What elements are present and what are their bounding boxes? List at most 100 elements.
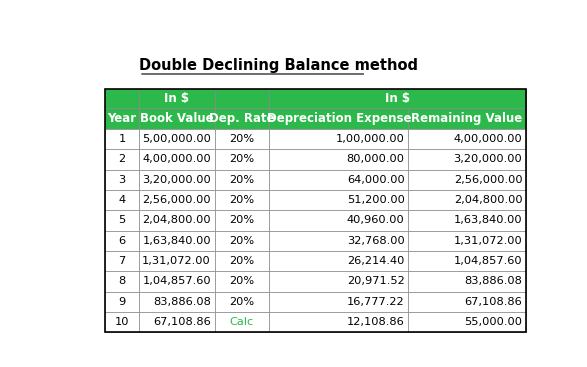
- Text: 1,04,857.60: 1,04,857.60: [454, 256, 522, 266]
- Bar: [139, 312, 215, 332]
- Bar: [139, 210, 215, 230]
- Bar: [269, 312, 408, 332]
- Bar: [215, 312, 269, 332]
- Text: 1,00,000.00: 1,00,000.00: [336, 134, 404, 144]
- Text: 10: 10: [115, 317, 129, 327]
- Text: Calc: Calc: [230, 317, 254, 327]
- Text: In $: In $: [385, 92, 410, 105]
- Text: 64,000.00: 64,000.00: [347, 175, 404, 185]
- Text: 2: 2: [119, 155, 126, 164]
- Bar: [105, 108, 139, 129]
- Text: 1,63,840.00: 1,63,840.00: [143, 236, 211, 246]
- Bar: [408, 271, 526, 292]
- Bar: [105, 170, 139, 190]
- Text: 5: 5: [119, 215, 126, 225]
- Bar: [105, 149, 139, 170]
- Text: 1: 1: [119, 134, 126, 144]
- Text: 2,56,000.00: 2,56,000.00: [143, 195, 211, 205]
- Text: 6: 6: [119, 236, 126, 246]
- Text: 40,960.00: 40,960.00: [347, 215, 404, 225]
- Text: 51,200.00: 51,200.00: [347, 195, 404, 205]
- Text: 55,000.00: 55,000.00: [464, 317, 522, 327]
- Bar: [215, 292, 269, 312]
- Bar: [408, 312, 526, 332]
- Bar: [105, 251, 139, 271]
- Text: 1,04,857.60: 1,04,857.60: [143, 276, 211, 286]
- Bar: [215, 190, 269, 210]
- Text: 3,20,000.00: 3,20,000.00: [142, 175, 211, 185]
- Bar: [105, 312, 139, 332]
- Bar: [139, 129, 215, 149]
- Bar: [408, 251, 526, 271]
- Text: 12,108.86: 12,108.86: [347, 317, 404, 327]
- Text: Year: Year: [107, 112, 137, 125]
- Bar: [105, 271, 139, 292]
- Bar: [215, 271, 269, 292]
- Text: 5,00,000.00: 5,00,000.00: [142, 134, 211, 144]
- Bar: [269, 129, 408, 149]
- Bar: [105, 230, 139, 251]
- Bar: [139, 108, 215, 129]
- Bar: [105, 292, 139, 312]
- Bar: [105, 89, 526, 332]
- Bar: [269, 251, 408, 271]
- Text: 26,214.40: 26,214.40: [347, 256, 404, 266]
- Text: 1,63,840.00: 1,63,840.00: [454, 215, 522, 225]
- Bar: [408, 149, 526, 170]
- Bar: [269, 271, 408, 292]
- Bar: [408, 129, 526, 149]
- Text: 2,56,000.00: 2,56,000.00: [454, 175, 522, 185]
- Text: 3: 3: [119, 175, 126, 185]
- Bar: [139, 190, 215, 210]
- Bar: [269, 292, 408, 312]
- Bar: [408, 108, 526, 129]
- Bar: [105, 89, 139, 108]
- Text: 2,04,800.00: 2,04,800.00: [143, 215, 211, 225]
- Text: In $: In $: [164, 92, 189, 105]
- Text: 16,777.22: 16,777.22: [347, 297, 404, 307]
- Text: 20%: 20%: [230, 155, 255, 164]
- Text: Depreciation Expense: Depreciation Expense: [266, 112, 411, 125]
- Text: 8: 8: [119, 276, 126, 286]
- Text: 1,31,072.00: 1,31,072.00: [142, 256, 211, 266]
- Bar: [105, 210, 139, 230]
- Text: 9: 9: [119, 297, 126, 307]
- Text: 20%: 20%: [230, 256, 255, 266]
- Bar: [139, 251, 215, 271]
- Bar: [269, 108, 408, 129]
- Bar: [215, 108, 269, 129]
- Bar: [139, 170, 215, 190]
- Text: 20%: 20%: [230, 195, 255, 205]
- Text: 1,31,072.00: 1,31,072.00: [454, 236, 522, 246]
- Bar: [139, 230, 215, 251]
- Bar: [139, 149, 215, 170]
- Bar: [215, 251, 269, 271]
- Text: 20%: 20%: [230, 215, 255, 225]
- Text: Book Value: Book Value: [140, 112, 214, 125]
- Bar: [215, 170, 269, 190]
- Bar: [408, 190, 526, 210]
- Text: 83,886.08: 83,886.08: [464, 276, 522, 286]
- Bar: [215, 230, 269, 251]
- Bar: [269, 149, 408, 170]
- Text: 67,108.86: 67,108.86: [153, 317, 211, 327]
- Text: Double Declining Balance method: Double Declining Balance method: [139, 58, 418, 73]
- Bar: [215, 129, 269, 149]
- Bar: [408, 210, 526, 230]
- Bar: [269, 230, 408, 251]
- Text: 4,00,000.00: 4,00,000.00: [454, 134, 522, 144]
- Bar: [139, 292, 215, 312]
- Text: 3,20,000.00: 3,20,000.00: [454, 155, 522, 164]
- Bar: [408, 170, 526, 190]
- Text: 83,886.08: 83,886.08: [153, 297, 211, 307]
- Text: 32,768.00: 32,768.00: [347, 236, 404, 246]
- Text: 20%: 20%: [230, 134, 255, 144]
- Bar: [408, 292, 526, 312]
- Text: 67,108.86: 67,108.86: [465, 297, 522, 307]
- Text: 2,04,800.00: 2,04,800.00: [454, 195, 522, 205]
- Bar: [215, 210, 269, 230]
- Bar: [408, 230, 526, 251]
- Bar: [105, 190, 139, 210]
- Bar: [215, 89, 269, 108]
- Text: 4,00,000.00: 4,00,000.00: [142, 155, 211, 164]
